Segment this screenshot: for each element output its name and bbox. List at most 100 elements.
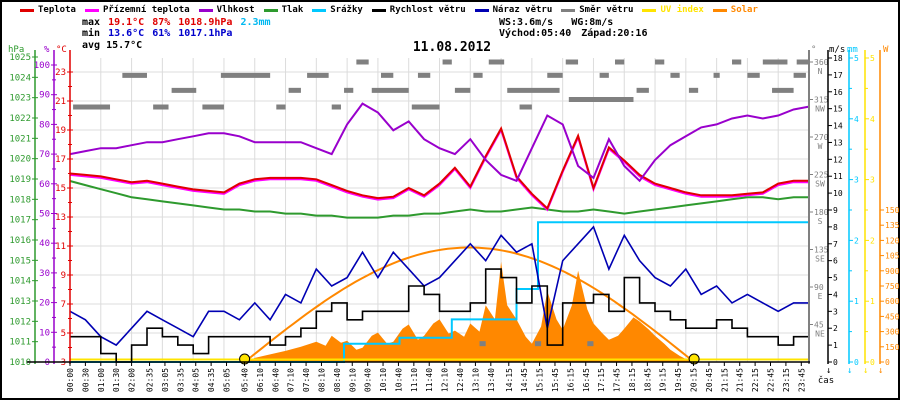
stats-sunrise: Východ:05:40: [499, 28, 572, 39]
svg-text:↓: ↓: [847, 366, 852, 376]
svg-text:4: 4: [870, 115, 875, 124]
svg-text:↓: ↓: [826, 366, 831, 376]
legend-label: UV index: [660, 5, 704, 15]
svg-text:05:40: 05:40: [241, 368, 250, 392]
stats-max-temp: 19.1°C: [108, 17, 145, 28]
svg-text:100: 100: [34, 61, 50, 71]
svg-text:14: 14: [833, 122, 843, 131]
svg-text:10:40: 10:40: [394, 368, 403, 392]
svg-text:09:10: 09:10: [348, 368, 357, 392]
svg-text:1023: 1023: [9, 94, 31, 104]
svg-text:1: 1: [854, 297, 859, 306]
svg-text:315: 315: [814, 96, 829, 105]
svg-text:11: 11: [833, 172, 843, 181]
svg-text:19:15: 19:15: [659, 368, 668, 392]
svg-text:15:45: 15:45: [551, 368, 560, 392]
legend-item-srazky: Srážky: [312, 5, 363, 15]
svg-text:23:45: 23:45: [797, 368, 806, 392]
svg-text:1013: 1013: [9, 297, 31, 307]
svg-text:06:40: 06:40: [271, 368, 280, 392]
stats-avg-temp: avg 15.7°C: [82, 40, 143, 51]
svg-text:18:15: 18:15: [628, 368, 637, 392]
legend-item-solar: Solar: [712, 5, 758, 15]
svg-text:07:40: 07:40: [302, 368, 311, 392]
svg-text:2: 2: [833, 324, 838, 333]
svg-text:15: 15: [833, 105, 843, 114]
legend-item-uv-index: UV index: [642, 5, 704, 15]
legend-item-tlak: Tlak: [263, 5, 303, 15]
stats-wind-speed: WS:3.6m/s: [499, 17, 554, 28]
svg-text:hPa: hPa: [8, 45, 24, 55]
legend-item-teplota: Teplota: [20, 5, 76, 15]
legend-item-vlhkost: Vlhkost: [198, 5, 255, 15]
svg-text:360: 360: [814, 58, 829, 67]
svg-text:0: 0: [45, 358, 50, 368]
stats-sunset: Západ:20:16: [581, 28, 648, 39]
svg-text:1018: 1018: [9, 195, 31, 205]
stats-max-humidity: 87%: [152, 17, 171, 28]
svg-text:5: 5: [854, 54, 859, 63]
svg-text:1050: 1050: [885, 252, 900, 261]
svg-text:15:15: 15:15: [536, 368, 545, 392]
svg-text:180: 180: [814, 208, 829, 217]
svg-text:17: 17: [833, 71, 843, 80]
svg-text:m/s: m/s: [829, 45, 845, 55]
svg-text:60: 60: [39, 180, 50, 190]
legend-swatch-prizemni-teplota: [84, 8, 99, 12]
legend-label: Směr větru: [579, 5, 634, 15]
title-date: 11.08.2012: [412, 40, 492, 55]
svg-text:23:15: 23:15: [782, 368, 791, 392]
svg-text:1021: 1021: [9, 134, 31, 144]
svg-text:16: 16: [833, 88, 843, 97]
svg-text:45: 45: [814, 321, 824, 330]
legend-swatch-tlak: [263, 8, 278, 12]
svg-text:70: 70: [39, 150, 50, 160]
legend-item-prizemni-teplota: Přízemní teplota: [84, 5, 190, 15]
svg-text:23: 23: [55, 68, 66, 78]
svg-text:10: 10: [39, 328, 50, 338]
svg-text:SW: SW: [815, 180, 825, 189]
svg-text:5: 5: [833, 274, 838, 283]
svg-text:9: 9: [61, 271, 66, 281]
legend-label: Solar: [730, 5, 758, 15]
svg-text:750: 750: [885, 282, 900, 291]
svg-text:04:05: 04:05: [192, 368, 201, 392]
svg-text:14:15: 14:15: [505, 368, 514, 392]
stats-sun-row: Východ:05:40 Západ:20:16: [499, 28, 655, 39]
svg-text:270: 270: [814, 133, 829, 142]
legend-label: Rychlost větru: [389, 5, 466, 15]
stats-min-pressure: 1017.1hPa: [178, 28, 233, 39]
svg-text:↓: ↓: [863, 366, 868, 376]
svg-text:19: 19: [55, 126, 66, 136]
svg-text:1022: 1022: [9, 114, 31, 124]
legend-label: Náraz větru: [492, 5, 553, 15]
svg-text:09:40: 09:40: [364, 368, 373, 392]
svg-text:W: W: [818, 142, 823, 151]
svg-text:7: 7: [61, 300, 66, 310]
svg-text:13:40: 13:40: [487, 368, 496, 392]
svg-text:14:45: 14:45: [520, 368, 529, 392]
svg-text:21:45: 21:45: [736, 368, 745, 392]
svg-text:1025: 1025: [9, 53, 31, 63]
svg-text:135: 135: [814, 246, 829, 255]
stats-min-label: min: [82, 28, 101, 39]
svg-text:1020: 1020: [9, 155, 31, 165]
svg-text:1200: 1200: [885, 236, 900, 245]
svg-text:00:30: 00:30: [81, 368, 90, 392]
svg-text:20:15: 20:15: [690, 368, 699, 392]
svg-text:21:15: 21:15: [720, 368, 729, 392]
svg-text:40: 40: [39, 239, 50, 249]
stats-wind-gust: WG:8m/s: [571, 17, 614, 28]
svg-text:06:10: 06:10: [256, 368, 265, 392]
svg-text:4: 4: [854, 115, 859, 124]
svg-text:150: 150: [885, 343, 900, 352]
svg-text:03:05: 03:05: [161, 368, 170, 392]
svg-text:9: 9: [833, 206, 838, 215]
svg-text:NE: NE: [815, 330, 825, 339]
svg-text:19:45: 19:45: [674, 368, 683, 392]
svg-text:90: 90: [814, 283, 824, 292]
svg-text:1016: 1016: [9, 236, 31, 246]
svg-text:12: 12: [833, 155, 843, 164]
svg-text:5: 5: [61, 329, 66, 339]
